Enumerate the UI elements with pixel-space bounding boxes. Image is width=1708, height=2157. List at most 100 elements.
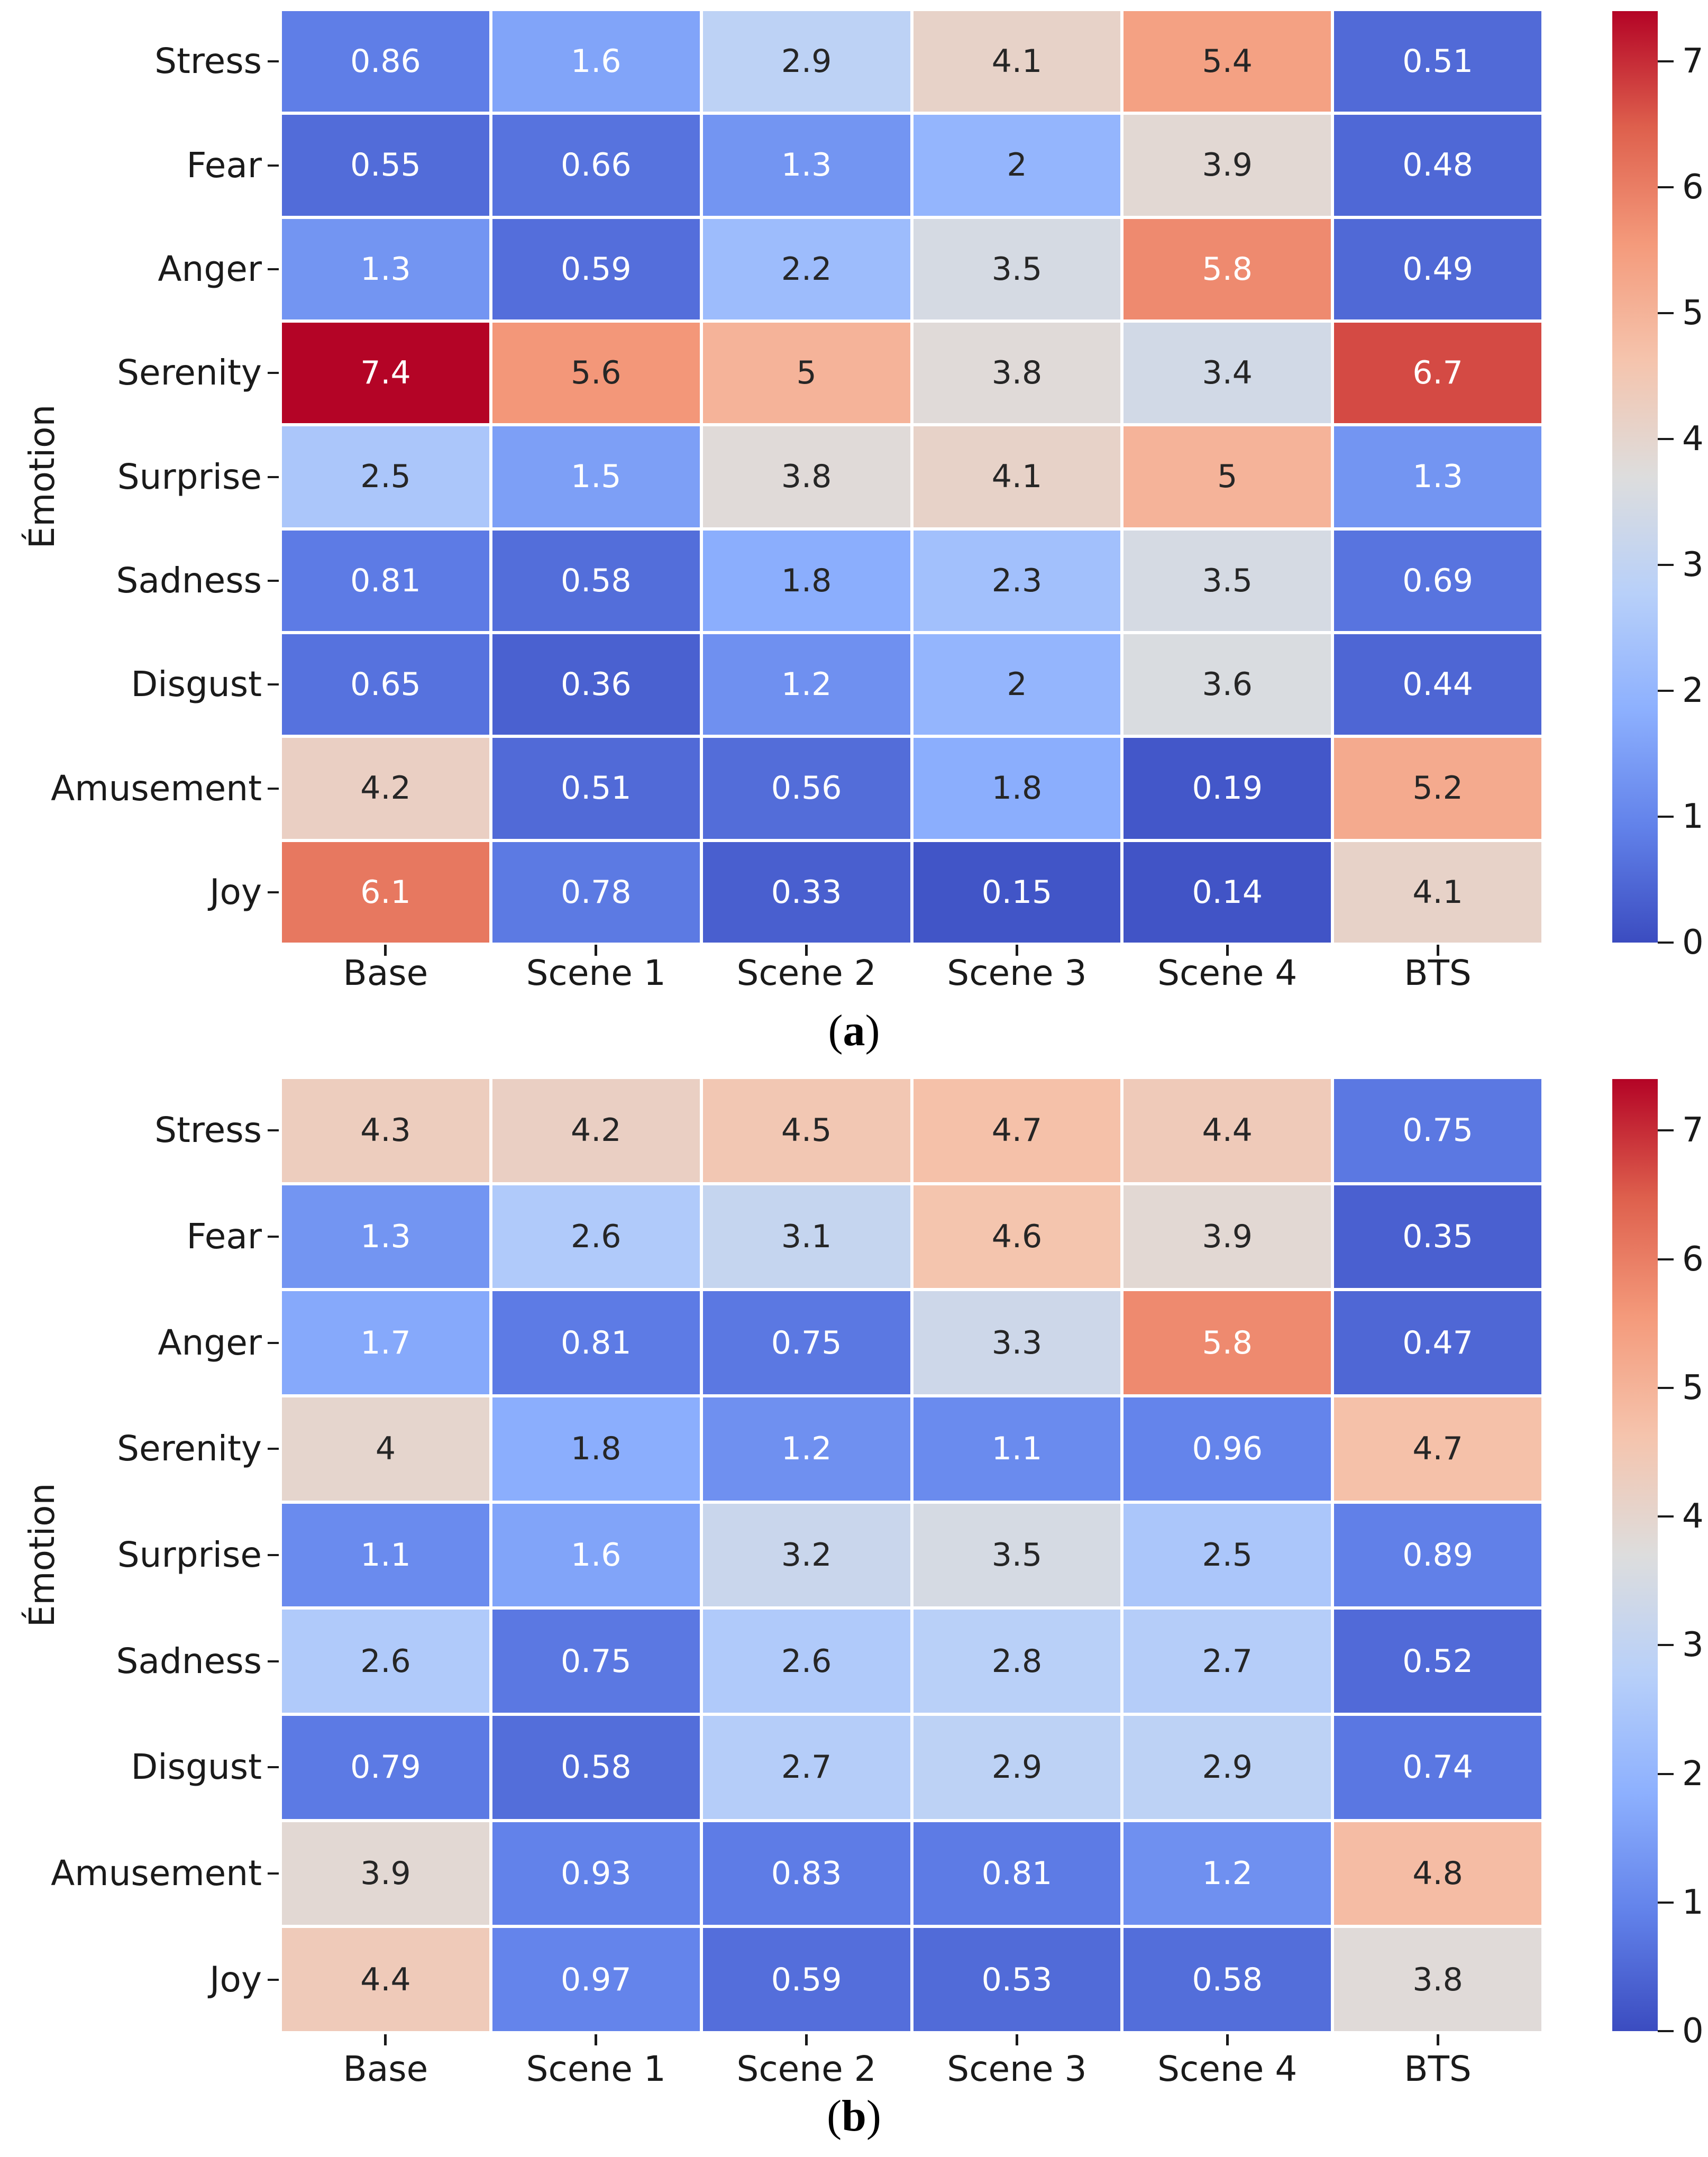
heatmap-cell: 0.58 [492,1716,700,1819]
heatmap-cell: 4.2 [492,1079,700,1182]
heatmap-cell: 0.59 [492,218,700,319]
heatmap-cell: 0.53 [913,1928,1121,2031]
y-tick-mark [268,683,279,686]
heatmap-cell: 2.6 [702,1610,910,1713]
heatmap-cell: 1.3 [282,218,489,319]
heatmap-cell: 2.5 [1124,1503,1331,1607]
caption-b: (b) [0,2090,1708,2142]
heatmap-cell: 1.2 [1124,1822,1331,1925]
heatmap-cell: 3.5 [913,218,1121,319]
colorbar-tick-label: 2 [1682,1754,1704,1794]
heatmap-cell: 0.49 [1334,218,1541,319]
heatmap-cell: 0.33 [702,842,910,943]
heatmap-cell: 2.3 [913,530,1121,631]
colorbar-tick-label: 1 [1682,1882,1704,1922]
y-tick-mark [268,1872,279,1875]
col-label-base: Base [343,953,428,993]
heatmap-cell: 5.4 [1124,11,1331,112]
colorbar-tick-label: 7 [1682,42,1704,81]
heatmap-cell: 1.5 [492,426,700,527]
colorbar-tick-label: 3 [1682,545,1704,585]
y-tick-mark [268,1341,279,1344]
col-label-bts: BTS [1404,2049,1472,2089]
row-label-stress: Stress [154,41,262,82]
heatmap-cell: 2.6 [492,1185,700,1288]
row-label-disgust: Disgust [131,664,262,705]
heatmap-cell: 2.9 [913,1716,1121,1819]
heatmap-cell: 0.65 [282,634,489,735]
colorbar-tick-mark [1658,1772,1674,1775]
row-label-serenity: Serenity [117,352,262,394]
y-tick-mark [268,60,279,63]
heatmap-cell: 1.7 [282,1291,489,1394]
heatmap-cell: 0.19 [1124,738,1331,839]
heatmap-cell: 0.56 [702,738,910,839]
heatmap-cell: 3.1 [702,1185,910,1288]
colorbar-tick-label: 1 [1682,797,1704,837]
caption-a-letter: a [843,1006,865,1055]
colorbar-tick-mark [1658,1515,1674,1518]
heatmap-cell: 7.4 [282,322,489,424]
y-tick-mark [268,1978,279,1981]
heatmap-cell: 0.35 [1334,1185,1541,1288]
col-label-scene-4: Scene 4 [1157,953,1298,993]
heatmap-cell: 4.4 [1124,1079,1331,1182]
colorbar-tick-label: 0 [1682,923,1704,962]
col-label-scene-2: Scene 2 [736,2049,876,2089]
heatmap-cell: 6.1 [282,842,489,943]
heatmap-cell: 0.59 [702,1928,910,2031]
heatmap-cell: 0.75 [492,1610,700,1713]
x-tick-mark [595,2034,598,2045]
x-tick-mark [1015,945,1018,956]
colorbar-tick-label: 5 [1682,294,1704,333]
caption-a-paren-open: ( [828,1006,843,1055]
heatmap-cell: 0.58 [492,530,700,631]
heatmap-cell: 4.2 [282,738,489,839]
heatmap-cell: 3.3 [913,1291,1121,1394]
col-label-bts: BTS [1404,953,1472,993]
row-label-joy: Joy [209,871,262,912]
heatmap-cell: 2.8 [913,1610,1121,1713]
heatmap-cell: 0.75 [702,1291,910,1394]
caption-b-letter: b [842,2091,866,2141]
colorbar-tick-mark [1658,1901,1674,1904]
row-label-surprise: Surprise [117,1534,262,1575]
heatmap-cell: 0.83 [702,1822,910,1925]
heatmap-panel-b: Émotion 4.3 4.2 4.5 4.7 4.4 0.75 1.3 2.6 3.1 4.6 3… [0,1079,1708,2157]
heatmap-cell: 4.3 [282,1079,489,1182]
colorbar-tick-mark [1658,438,1674,441]
colorbar [1612,11,1658,943]
colorbar-tick-mark [1658,2030,1674,2032]
heatmap-cell: 2.9 [1124,1716,1331,1819]
caption-b-paren-close: ) [866,2091,881,2141]
heatmap-cell: 0.78 [492,842,700,943]
heatmap-cell: 1.1 [913,1397,1121,1501]
heatmap-cell: 0.79 [282,1716,489,1819]
heatmap-cell: 3.5 [913,1503,1121,1607]
heatmap-grid: 0.86 1.6 2.9 4.1 5.4 0.51 0.55 0.66 1.3 2 3.9 0.48 1… [282,11,1541,943]
heatmap-cell: 0.52 [1334,1610,1541,1713]
colorbar-tick-label: 4 [1682,419,1704,459]
colorbar-tick-mark [1658,1644,1674,1647]
row-label-serenity: Serenity [117,1428,262,1469]
heatmap-cell: 1.3 [702,115,910,216]
row-label-disgust: Disgust [131,1747,262,1788]
colorbar-tick-mark [1658,1386,1674,1389]
heatmap-cell: 0.14 [1124,842,1331,943]
colorbar-tick-mark [1658,942,1674,944]
heatmap-cell: 3.4 [1124,322,1331,424]
row-label-joy: Joy [209,1959,262,2000]
heatmap-cell: 5.8 [1124,1291,1331,1394]
heatmap-cell: 4.1 [913,11,1121,112]
colorbar-tick-label: 2 [1682,671,1704,711]
colorbar-tick-label: 7 [1682,1111,1704,1150]
heatmap-cell: 1.6 [492,11,700,112]
x-tick-mark [1226,945,1229,956]
colorbar-tick-label: 6 [1682,168,1704,207]
x-tick-mark [805,2034,808,2045]
y-tick-mark [268,1660,279,1662]
heatmap-cell: 2.5 [282,426,489,527]
heatmap-cell: 4.6 [913,1185,1121,1288]
heatmap-cell: 2.7 [702,1716,910,1819]
